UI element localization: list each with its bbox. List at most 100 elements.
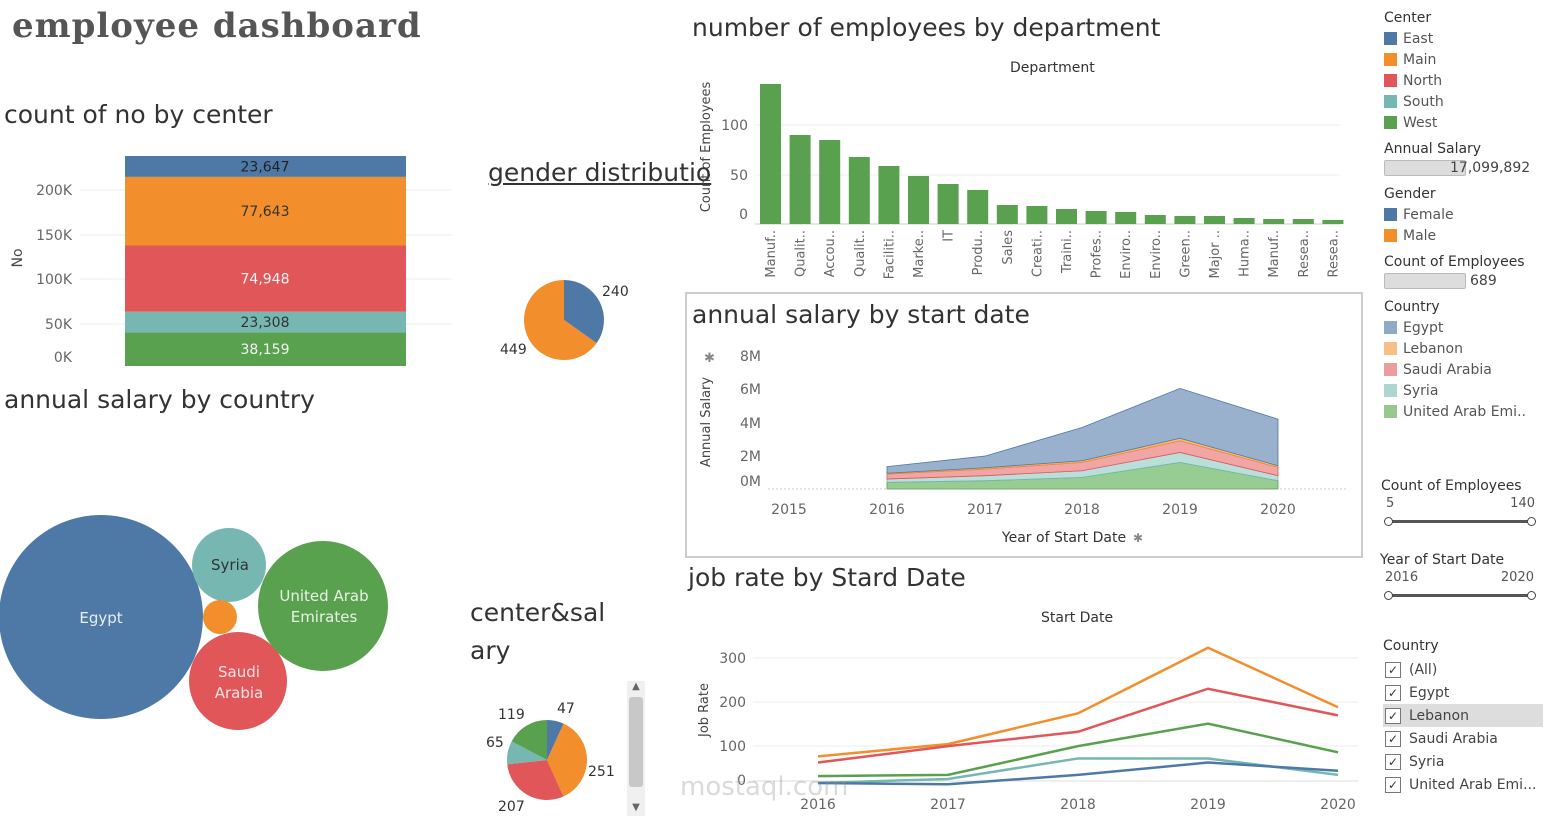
- salary-xtick: 2015: [771, 502, 807, 518]
- legend-country-lebanon[interactable]: Lebanon: [1384, 338, 1544, 359]
- department-bar[interactable]: [908, 176, 929, 224]
- salary-ytick: 8M: [740, 349, 761, 365]
- cs-label-east: 47: [557, 701, 575, 717]
- legend-country-syria[interactable]: Syria: [1384, 380, 1544, 401]
- center-bar-value-label: 38,159: [241, 342, 290, 358]
- legend-center-main[interactable]: Main: [1384, 49, 1544, 70]
- job-rate-line-west[interactable]: [817, 722, 1339, 778]
- legend-center-east[interactable]: East: [1384, 28, 1544, 49]
- center-salary-scrollbar[interactable]: ▲ ▼: [627, 681, 645, 816]
- department-bar[interactable]: [1322, 220, 1344, 224]
- department-bar[interactable]: [1292, 219, 1314, 224]
- count-slider-min-handle[interactable]: [1384, 517, 1393, 526]
- country-filter-egypt[interactable]: ✓ Egypt: [1383, 681, 1543, 704]
- legend-gender-male[interactable]: Male: [1384, 225, 1544, 246]
- year-slider-max-handle[interactable]: [1527, 591, 1536, 600]
- pie-slice-female[interactable]: [564, 280, 604, 344]
- department-bar[interactable]: [1174, 216, 1196, 224]
- pie-slice-west[interactable]: [511, 720, 547, 760]
- department-bar[interactable]: [1204, 216, 1225, 224]
- department-bar[interactable]: [789, 135, 811, 224]
- checkbox[interactable]: ✓: [1385, 707, 1401, 724]
- count-slider-max-handle[interactable]: [1527, 517, 1536, 526]
- checkbox[interactable]: ✓: [1385, 684, 1401, 701]
- job-rate-xtick: 2019: [1190, 797, 1226, 813]
- country-filter-label: Syria: [1409, 753, 1445, 770]
- count-filter-title: Count of Employees: [1381, 478, 1522, 494]
- department-xtick: Major ..: [1208, 230, 1223, 279]
- checkbox[interactable]: ✓: [1385, 661, 1401, 678]
- legend-gender-female[interactable]: Female: [1384, 204, 1544, 225]
- legend-country-united-arab-emi-[interactable]: United Arab Emi..: [1384, 401, 1544, 422]
- center-salary-pie[interactable]: 47 251 207 65 119: [482, 695, 627, 819]
- scroll-up-icon[interactable]: ▲: [632, 681, 640, 692]
- country-filter-lebanon[interactable]: ✓ Lebanon: [1383, 704, 1543, 727]
- salary-area-title: annual salary by start date: [692, 300, 1030, 329]
- bubble-saudi-arabia[interactable]: [189, 632, 287, 730]
- center-salary-title: center&sal: [470, 598, 606, 627]
- department-bar[interactable]: [1026, 206, 1048, 224]
- legend-center-north[interactable]: North: [1384, 70, 1544, 91]
- legend-count-title: Count of Employees: [1384, 254, 1525, 270]
- job-rate-line-east[interactable]: [817, 761, 1339, 786]
- department-bar[interactable]: [819, 140, 841, 224]
- gender-pie[interactable]: 240 449: [480, 270, 640, 370]
- legend-country-saudi-arabia[interactable]: Saudi Arabia: [1384, 359, 1544, 380]
- count-slider-track[interactable]: [1388, 520, 1531, 523]
- job-rate-line-south[interactable]: [817, 757, 1339, 785]
- scroll-down-icon[interactable]: ▼: [632, 802, 640, 813]
- bubble-lebanon[interactable]: [203, 600, 237, 634]
- area-series[interactable]: [886, 387, 1279, 474]
- checkbox[interactable]: ✓: [1385, 753, 1401, 770]
- country-filter-united-arab-emi[interactable]: ✓ United Arab Emi...: [1383, 773, 1543, 796]
- department-bar[interactable]: [937, 184, 959, 224]
- checkbox[interactable]: ✓: [1385, 776, 1401, 793]
- department-xtick: Sales: [1001, 230, 1016, 265]
- department-bar[interactable]: [1115, 212, 1137, 224]
- pie-slice-male[interactable]: [524, 280, 597, 360]
- salary-xtick: 2020: [1260, 502, 1296, 518]
- center-bar-segment-north[interactable]: [125, 245, 406, 312]
- legend-country-egypt[interactable]: Egypt: [1384, 317, 1544, 338]
- pie-slice-east[interactable]: [547, 720, 564, 760]
- year-slider-min-handle[interactable]: [1384, 591, 1393, 600]
- center-bar-segment-east[interactable]: [125, 156, 406, 177]
- department-bar[interactable]: [1233, 218, 1255, 224]
- country-filter-all[interactable]: ✓ (All): [1383, 658, 1543, 681]
- pin-icon[interactable]: ✱: [1133, 531, 1143, 545]
- department-xtick: Faciliti..: [882, 230, 897, 279]
- legend-label: Saudi Arabia: [1403, 361, 1492, 378]
- department-bar[interactable]: [1263, 219, 1285, 224]
- department-bar[interactable]: [760, 84, 781, 224]
- department-bar[interactable]: [996, 205, 1018, 224]
- center-bar-value-label: 77,643: [241, 204, 290, 220]
- checkbox[interactable]: ✓: [1385, 730, 1401, 747]
- pie-slice-main[interactable]: [547, 723, 587, 797]
- department-bar[interactable]: [1144, 215, 1166, 224]
- department-bar[interactable]: [1085, 211, 1107, 224]
- department-bar[interactable]: [848, 157, 870, 224]
- job-rate-ytick: 300: [719, 651, 746, 667]
- center-bar-segment-main[interactable]: [125, 176, 406, 246]
- legend-center-south[interactable]: South: [1384, 91, 1544, 112]
- job-rate-ytick: 200: [719, 695, 746, 711]
- department-bar[interactable]: [967, 190, 989, 224]
- country-filter-saudi-arabia[interactable]: ✓ Saudi Arabia: [1383, 727, 1543, 750]
- bubble-egypt[interactable]: [0, 515, 203, 719]
- year-slider-track[interactable]: [1388, 594, 1531, 597]
- pin-icon[interactable]: ✱: [704, 351, 715, 366]
- bubble-syria[interactable]: [192, 528, 266, 602]
- pie-slice-south[interactable]: [507, 741, 547, 765]
- department-bar[interactable]: [1056, 209, 1077, 224]
- job-rate-line-main[interactable]: [817, 646, 1339, 758]
- center-bar-segment-west[interactable]: [125, 332, 406, 366]
- bubble-uae[interactable]: [258, 541, 388, 671]
- legend-center-west[interactable]: West: [1384, 112, 1544, 133]
- country-filter-syria[interactable]: ✓ Syria: [1383, 750, 1543, 773]
- bubble-label-saudi: Arabia: [215, 684, 264, 702]
- job-rate-line-north[interactable]: [817, 687, 1339, 764]
- department-bar[interactable]: [878, 166, 900, 224]
- scrollbar-thumb[interactable]: [629, 697, 643, 787]
- center-bar-segment-south[interactable]: [125, 311, 406, 333]
- pie-slice-north[interactable]: [507, 760, 564, 800]
